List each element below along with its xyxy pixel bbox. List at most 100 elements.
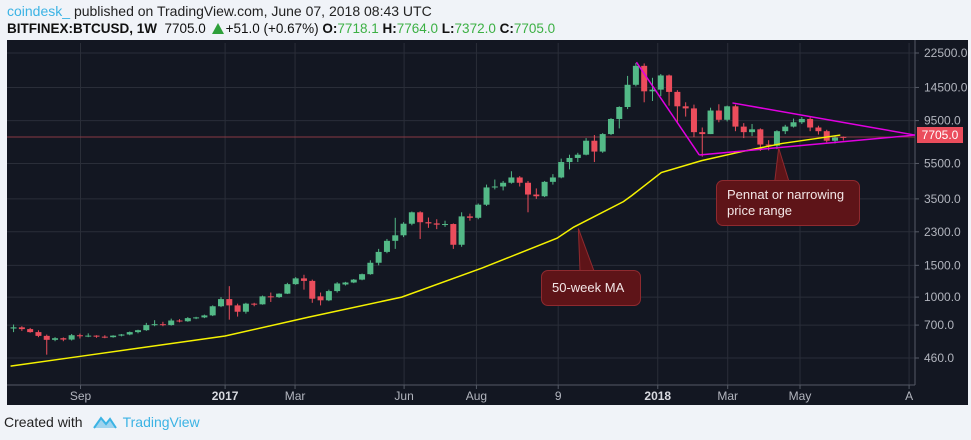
- candle-body: [749, 129, 756, 133]
- candle: [209, 305, 216, 317]
- candle-body: [226, 299, 233, 306]
- candle-body: [773, 131, 780, 146]
- tradingview-link[interactable]: TradingView: [122, 414, 200, 430]
- candle: [483, 184, 490, 206]
- candle: [101, 335, 108, 339]
- candle: [135, 329, 142, 334]
- candle: [442, 220, 449, 227]
- high-value: 7764.0: [396, 21, 439, 36]
- candle-body: [242, 303, 249, 312]
- candle: [516, 176, 523, 187]
- footer: Created with TradingView: [4, 414, 200, 430]
- x-tick-label: Aug: [466, 389, 487, 403]
- candle: [284, 282, 291, 295]
- pennant-trendline: [635, 61, 700, 156]
- candle-body: [408, 212, 415, 224]
- published-text: published on TradingView.com, June 07, 2…: [73, 3, 432, 19]
- candle-body: [276, 293, 283, 298]
- candle: [350, 278, 357, 284]
- candle-body: [93, 335, 100, 337]
- candle: [168, 318, 175, 326]
- candle: [699, 127, 706, 157]
- candle-body: [383, 240, 390, 252]
- x-tick-label: 2018: [644, 389, 671, 403]
- x-tick-label: A: [905, 389, 913, 403]
- candle-body: [309, 280, 316, 299]
- candle: [607, 118, 614, 136]
- candle: [425, 217, 432, 228]
- candle-body: [549, 177, 556, 182]
- candle-body: [392, 235, 399, 241]
- candle-body: [466, 216, 473, 218]
- candle: [632, 63, 639, 87]
- candle: [392, 217, 399, 249]
- candle-body: [475, 204, 482, 218]
- candle: [798, 116, 805, 124]
- candle: [76, 333, 83, 339]
- candle: [234, 303, 241, 317]
- candle: [151, 320, 158, 327]
- candle-body: [251, 303, 258, 305]
- symbol-info: BITFINEX:BTCUSD, 1W 7705.0 +51.0 (+0.67%…: [7, 21, 555, 36]
- candle-body: [159, 324, 166, 326]
- candle-body: [690, 108, 697, 133]
- candle-body: [68, 335, 75, 340]
- candle-body: [267, 296, 274, 298]
- candle: [583, 138, 590, 156]
- candle: [309, 279, 316, 303]
- candle-body: [807, 118, 814, 128]
- candle: [533, 188, 540, 199]
- candle: [184, 317, 191, 322]
- candle-body: [201, 315, 208, 318]
- candle-body: [151, 324, 158, 326]
- candle-body: [840, 136, 847, 138]
- candle-body: [400, 223, 407, 236]
- candle: [773, 130, 780, 150]
- candle-body: [508, 177, 515, 183]
- candle: [317, 292, 324, 306]
- candle-body: [707, 110, 714, 135]
- candle-body: [176, 320, 183, 322]
- last-price: 7705.0: [164, 21, 206, 36]
- candle: [500, 180, 507, 191]
- candle-body: [234, 305, 241, 312]
- pennant-trendline: [699, 134, 916, 156]
- candle-body: [491, 186, 498, 188]
- candle-body: [790, 122, 797, 127]
- candle-body: [143, 325, 150, 331]
- candle: [682, 102, 689, 117]
- candle-body: [292, 278, 299, 285]
- candle-body: [126, 332, 133, 335]
- symbol-label: BITFINEX:BTCUSD, 1W: [7, 21, 157, 36]
- candle: [226, 286, 233, 320]
- candle: [217, 297, 224, 308]
- y-tick-label: 2300.0: [924, 225, 961, 239]
- candle: [541, 180, 548, 198]
- candle-body: [616, 106, 623, 119]
- candle-body: [566, 157, 573, 163]
- candle-body: [284, 284, 291, 294]
- candle-body: [350, 279, 357, 283]
- y-tick-label: 22500.0: [924, 46, 968, 60]
- candle: [126, 331, 133, 336]
- candle: [657, 74, 664, 97]
- annotation-pennant: Pennat or narrowing price range: [716, 180, 860, 226]
- candle-body: [649, 89, 656, 92]
- y-tick-label: 1500.0: [924, 258, 961, 272]
- candle-body: [583, 140, 590, 155]
- author-link[interactable]: coindesk_: [7, 3, 71, 19]
- candle: [10, 324, 17, 333]
- candle-body: [10, 327, 17, 329]
- annotation-ma: 50-week MA: [541, 270, 641, 306]
- x-tick-label: Sep: [70, 389, 92, 403]
- candle: [110, 335, 117, 338]
- candle: [732, 104, 739, 132]
- candle-body: [666, 75, 673, 92]
- candle: [740, 123, 747, 139]
- candle-body: [101, 336, 108, 338]
- candle-body: [798, 118, 805, 123]
- candle-body: [832, 137, 839, 141]
- candle: [276, 293, 283, 298]
- candle-body: [632, 65, 639, 85]
- candle-body: [765, 144, 772, 146]
